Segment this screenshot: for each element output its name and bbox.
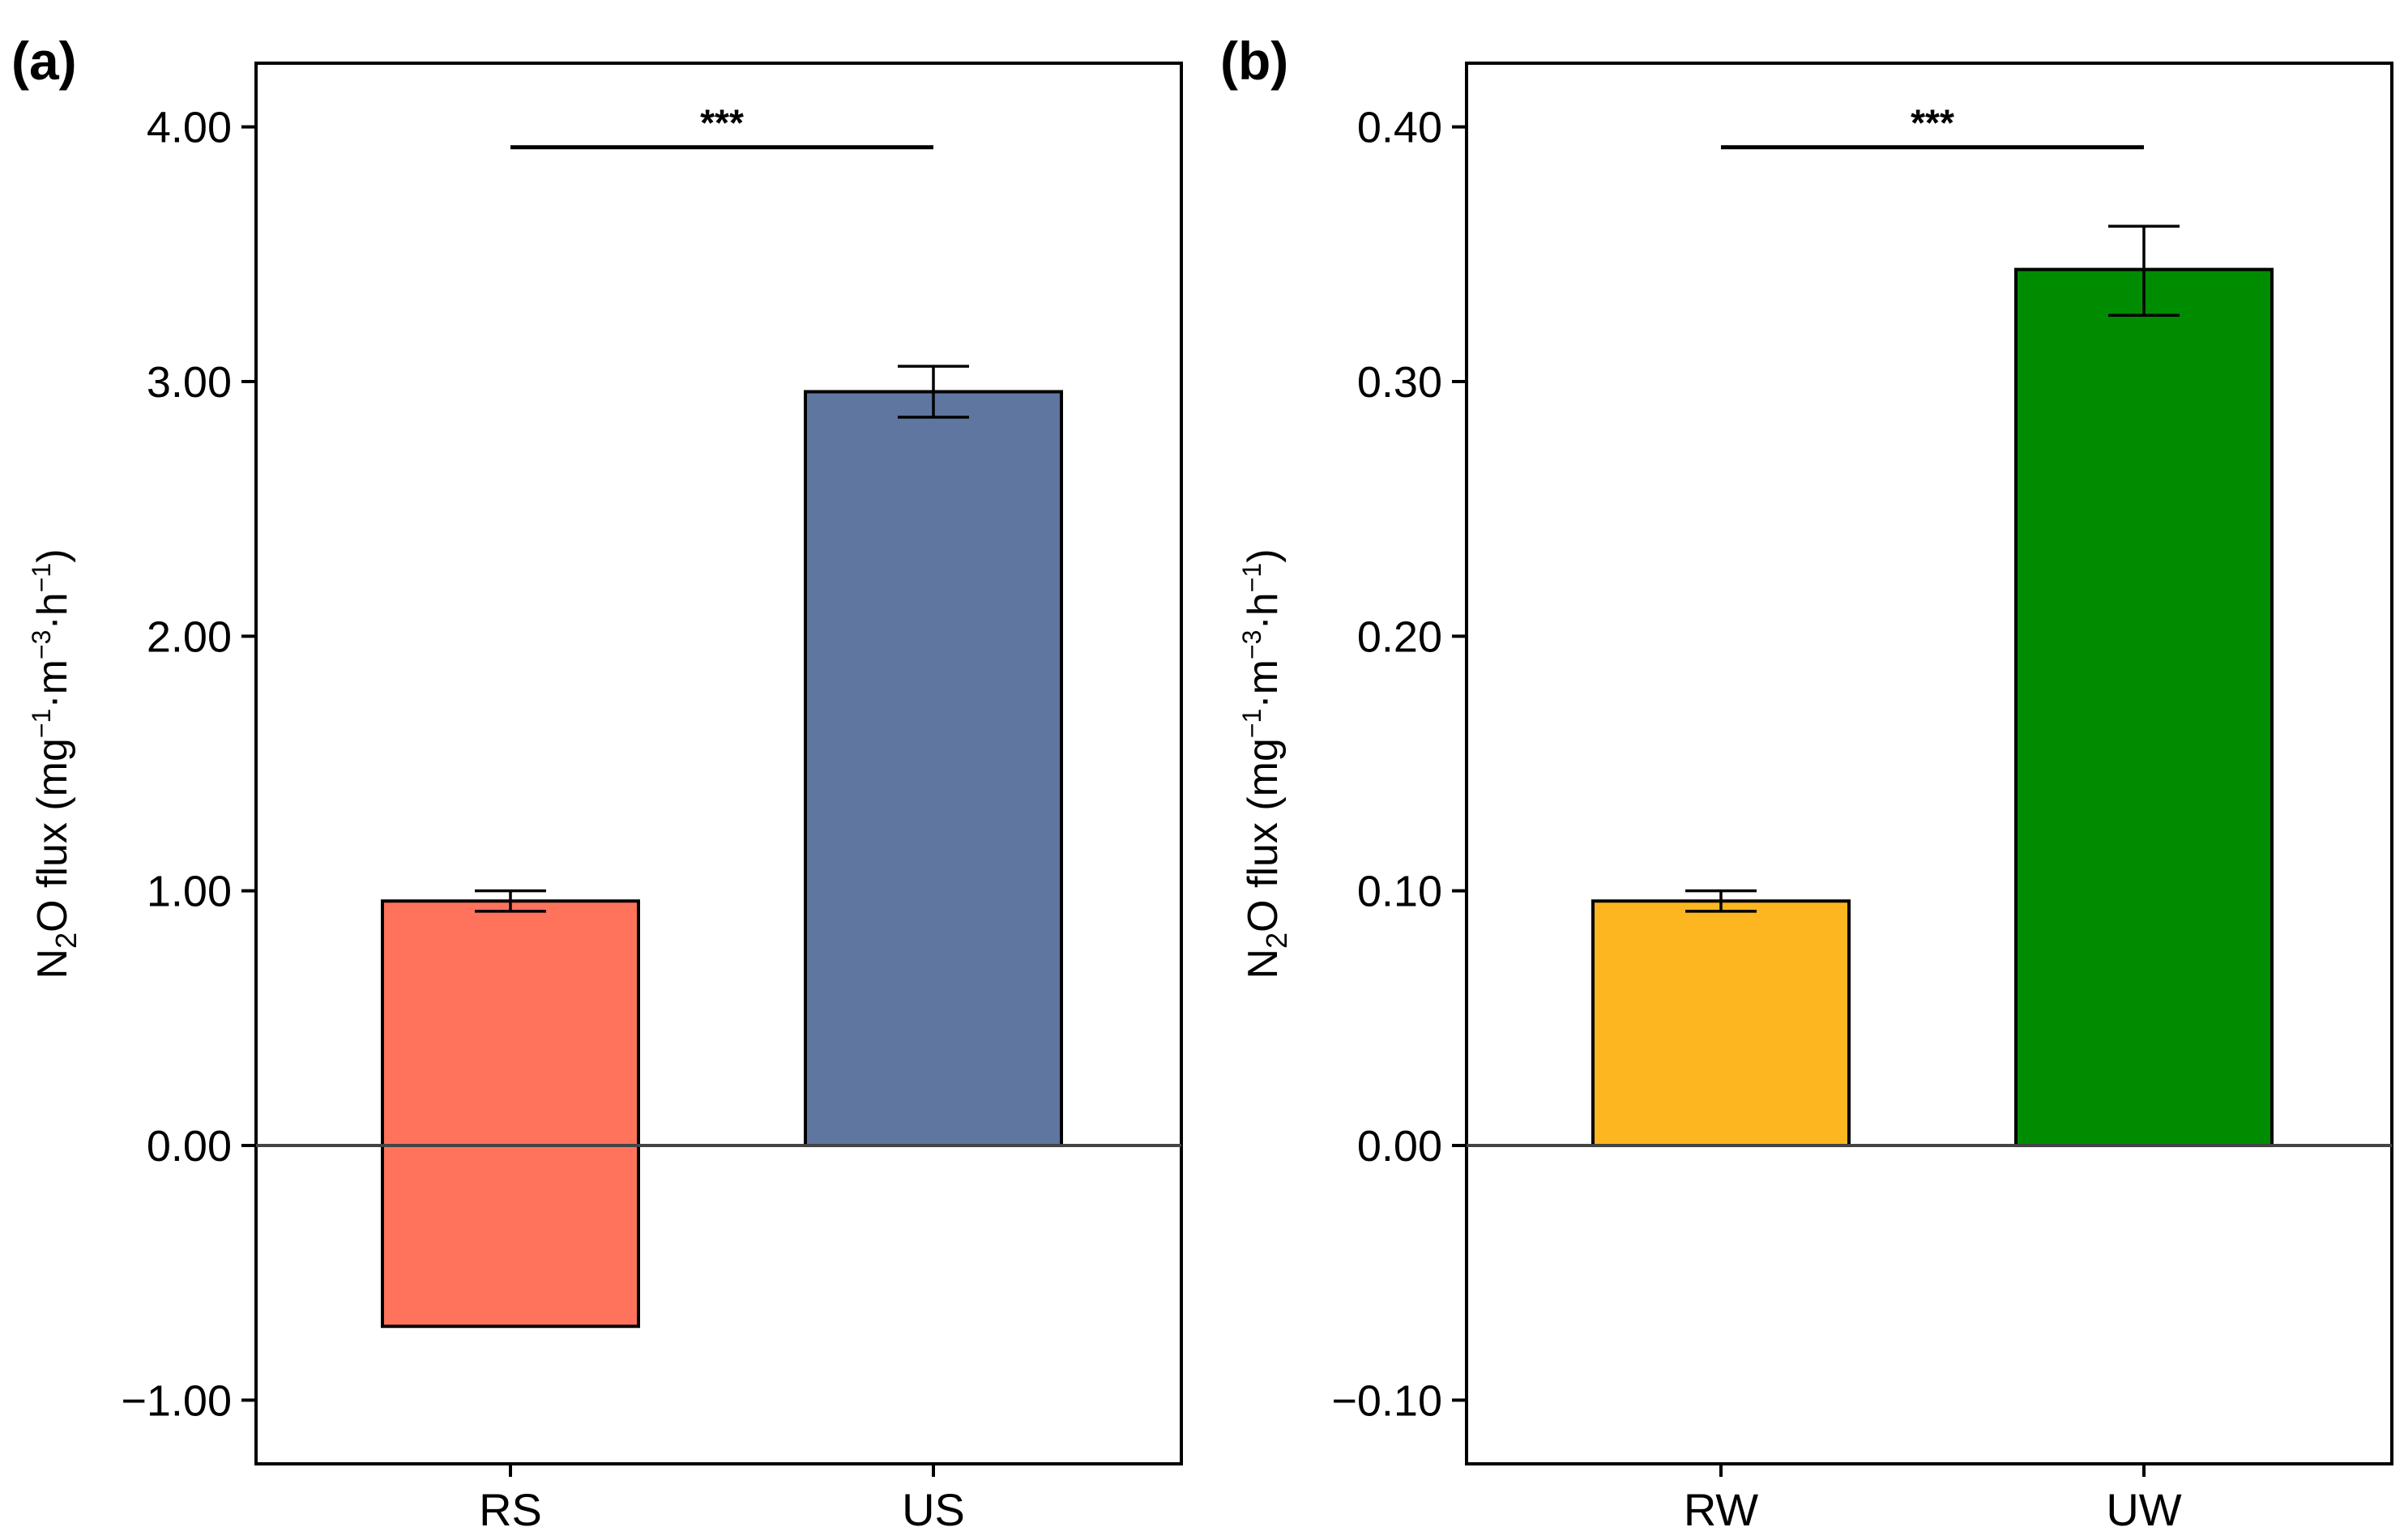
panel-b-y-tick-label: 0.00: [1357, 1122, 1442, 1171]
panel-b-tag: (b): [1220, 31, 1288, 91]
panel-a-y-axis-title: N2O flux (mg−1·m−3·h−1): [27, 548, 83, 979]
panel-b-plot-frame: [1465, 62, 2393, 1465]
panel-a-y-tick-label: 3.00: [147, 358, 232, 407]
panel-a-x-label-rs: RS: [479, 1484, 542, 1535]
panel-a-error-bar-rs: [475, 889, 546, 913]
panel-b-x-label-rw: RW: [1684, 1484, 1758, 1535]
panel-b-significance-label: ***: [1911, 102, 1954, 144]
panel-a-y-tick-label: −1.00: [121, 1376, 232, 1425]
panel-b-bar-rw: [1591, 899, 1851, 1148]
panel-a: (a) N2O flux (mg−1·m−3·h−1) −1.00 0.00 1.0…: [11, 31, 1183, 1535]
panel-b-y-tick-label: −0.10: [1331, 1376, 1442, 1425]
panel-b-error-bar-rw: [1685, 889, 1757, 913]
panel-a-y-tick-label: 2.00: [147, 612, 232, 661]
panel-a-bar-us: [804, 390, 1063, 1148]
panel-b: (b) N2O flux (mg−1·m−3·h−1) −0.10 0.00 0.1…: [1220, 31, 2393, 1535]
panel-b-marks: −0.10 0.00 0.10 0.20 0.30 0.40 RW UW ***: [1331, 102, 2392, 1535]
panel-a-y-tick-label: 4.00: [147, 104, 232, 152]
panel-b-y-tick-label: 0.20: [1357, 612, 1442, 661]
panel-a-plot-frame: [254, 62, 1183, 1465]
panel-a-x-label-us: US: [902, 1484, 965, 1535]
panel-a-error-bar-us: [898, 365, 969, 419]
panel-a-y-tick-label: 0.00: [147, 1122, 232, 1171]
panel-b-x-label-uw: UW: [2106, 1484, 2181, 1535]
panel-a-tag: (a): [11, 31, 77, 91]
panel-b-y-tick-label: 0.40: [1357, 104, 1442, 152]
panel-a-y-tick-label: 1.00: [147, 868, 232, 916]
panel-b-bar-uw: [2014, 267, 2274, 1148]
panel-a-bar-rs: [381, 899, 640, 1329]
panel-b-y-tick-label: 0.30: [1357, 358, 1442, 407]
panel-b-error-bar-uw: [2108, 224, 2180, 317]
panel-b-y-tick-label: 0.10: [1357, 868, 1442, 916]
panel-b-y-axis-title: N2O flux (mg−1·m−3·h−1): [1237, 548, 1293, 979]
panel-a-significance-label: ***: [700, 102, 744, 144]
panel-a-marks: −1.00 0.00 1.00 2.00 3.00 4.00 RS US ***: [121, 102, 1181, 1535]
